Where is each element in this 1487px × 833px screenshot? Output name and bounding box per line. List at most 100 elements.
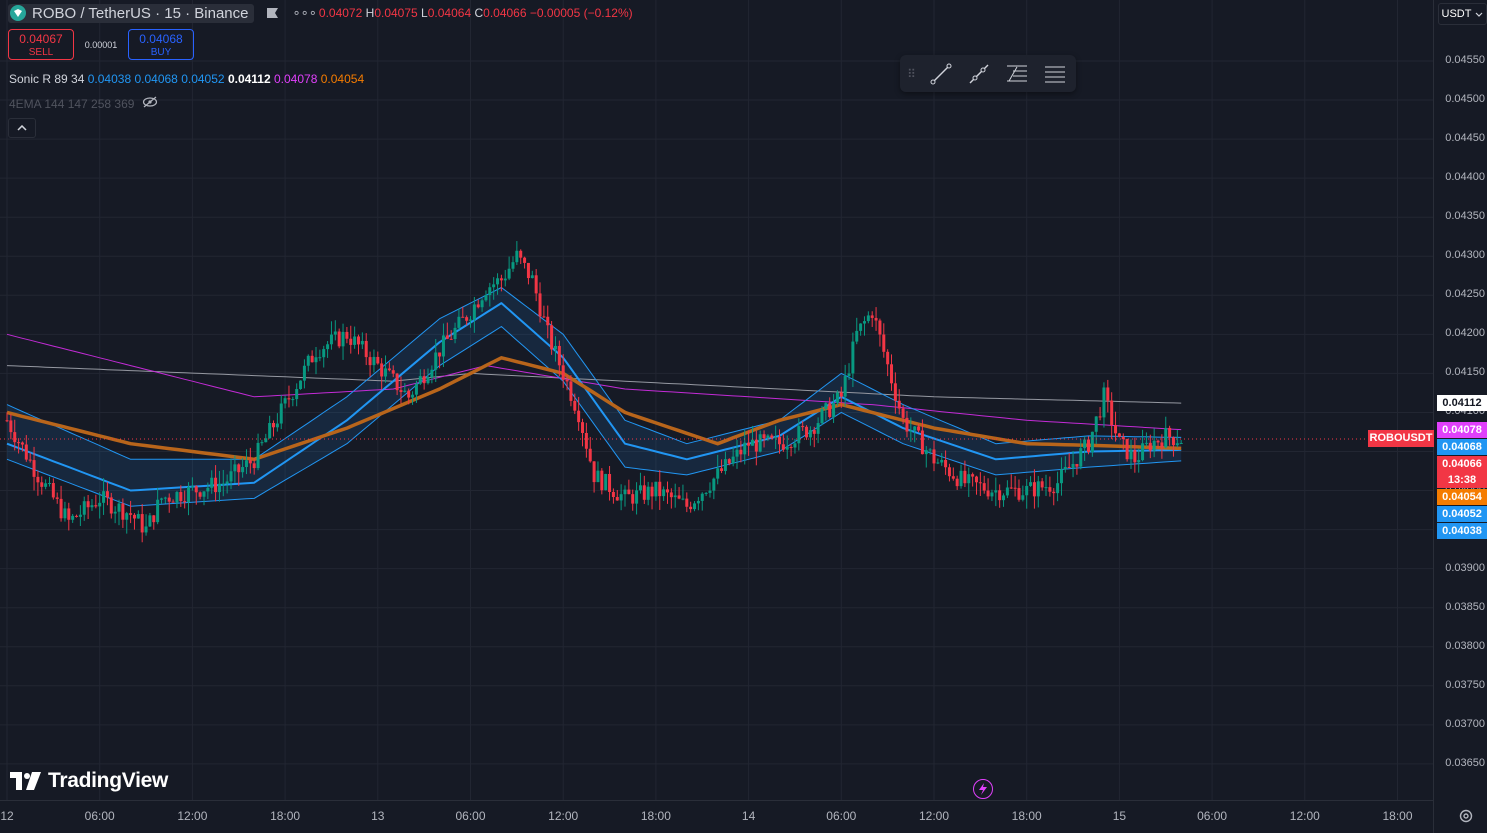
price-axis-label: 0.04250	[1445, 288, 1485, 301]
candle-body	[1114, 425, 1118, 434]
candle-body	[171, 501, 175, 503]
candle-body	[700, 493, 704, 501]
candle-body	[63, 508, 67, 519]
price-axis-label: 0.04550	[1445, 54, 1485, 66]
candle-body	[86, 501, 90, 508]
sell-button[interactable]: 0.04067 SELL	[8, 29, 74, 60]
candle-body	[1040, 481, 1044, 488]
candle-body	[268, 423, 272, 439]
candle-body	[704, 492, 708, 494]
candle-body	[1087, 439, 1090, 453]
candle-body	[1025, 485, 1029, 496]
price-axis-label: 0.04150	[1445, 366, 1485, 379]
trend-line-icon[interactable]	[922, 55, 960, 92]
candle-body	[646, 486, 650, 500]
candle-body	[808, 430, 812, 438]
candle-body	[132, 514, 136, 519]
time-axis-label: 12:00	[548, 809, 579, 823]
horizontal-lines-icon[interactable]	[1036, 55, 1074, 92]
candle-body	[812, 430, 816, 434]
brand-name: TradingView	[48, 769, 169, 792]
candle-body	[244, 460, 248, 468]
candle-body	[283, 398, 287, 404]
gear-icon[interactable]	[1456, 806, 1476, 826]
candle-body	[650, 486, 654, 497]
candle-body	[851, 341, 855, 374]
time-axis-label: 15	[1112, 809, 1127, 823]
candle-body	[708, 490, 712, 493]
candle-body	[237, 464, 241, 473]
close-label: C	[474, 6, 484, 20]
candle-body	[1144, 442, 1148, 444]
open-value: 0.04072	[318, 6, 363, 20]
buy-price: 0.04068	[139, 32, 183, 46]
time-axis-label: 06:00	[455, 809, 486, 823]
candle-body	[596, 470, 600, 483]
candle-body	[75, 515, 79, 517]
candle-body	[1117, 433, 1121, 437]
candle-body	[1083, 439, 1087, 449]
candle-body	[820, 409, 824, 424]
time-axis-label: 06:00	[1197, 809, 1228, 823]
price-tag: 0.04112	[1437, 395, 1487, 412]
price-tag: 0.04052	[1437, 505, 1487, 522]
candle-body	[1063, 466, 1067, 470]
low-label: L	[421, 6, 428, 20]
candle-body	[217, 483, 221, 493]
time-axis[interactable]: 12 06:00 12:00 18:00 13 06:00 12:00 18:00 14 06:0…	[0, 800, 1433, 833]
candle-body	[986, 490, 990, 497]
candle-body	[341, 331, 345, 347]
candle-body	[9, 420, 13, 433]
indicator-sonic-r[interactable]: Sonic R 89 34 0.04038 0.04068 0.04052 0.…	[9, 72, 364, 86]
candle-body	[356, 336, 360, 345]
candle-body	[762, 434, 766, 439]
lightning-icon[interactable]	[973, 779, 993, 799]
candle-body	[1052, 491, 1056, 494]
more-dots-icon[interactable]: ∘∘∘	[292, 5, 317, 20]
candle-body	[113, 511, 117, 514]
indicator-4ema[interactable]: 4EMA 144 147 258 369	[9, 96, 158, 111]
time-axis-label: 18:00	[640, 809, 671, 823]
flag-icon[interactable]	[266, 7, 280, 19]
candle-body	[24, 444, 28, 460]
candle-body	[445, 335, 449, 339]
candle-body	[260, 442, 264, 444]
candle-body	[770, 435, 774, 438]
candle-body	[592, 461, 596, 483]
candle-body	[503, 278, 507, 281]
candle-body	[438, 352, 442, 357]
candle-body	[1106, 387, 1110, 401]
candle-body	[275, 423, 279, 428]
candle-body	[588, 448, 592, 462]
candle-body	[801, 426, 805, 428]
collapse-legend-button[interactable]	[8, 118, 36, 138]
candle-body	[337, 331, 341, 347]
drag-handle-icon[interactable]: ⠿	[907, 66, 916, 81]
candle-body	[1141, 443, 1145, 461]
symbol-selector[interactable]: ROBO / TetherUS · 15 · Binance	[8, 3, 255, 23]
candle-body	[855, 330, 859, 342]
price-chart[interactable]	[0, 0, 1433, 800]
candle-body	[507, 268, 511, 279]
candle-body	[1029, 482, 1033, 486]
candle-body	[306, 355, 310, 366]
high-value: 0.04075	[374, 6, 418, 20]
tradingview-logo[interactable]: TradingView	[10, 769, 168, 793]
candle-body	[727, 459, 731, 464]
time-axis-label: 06:00	[826, 809, 857, 823]
candle-body	[20, 442, 24, 445]
candle-body	[326, 344, 330, 350]
price-axis[interactable]: 0.04550 0.04500 0.04450 0.04400 0.04350 0.043…	[1433, 0, 1487, 833]
ray-line-icon[interactable]	[960, 55, 998, 92]
candle-body	[403, 390, 407, 393]
buy-button[interactable]: 0.04068 BUY	[128, 29, 194, 60]
fib-retracement-icon[interactable]	[998, 55, 1036, 92]
change-value: −0.00005 (−0.12%)	[529, 6, 633, 20]
time-axis-label: 18:00	[1382, 809, 1413, 823]
indicator-value: 0.04068	[134, 72, 178, 86]
price-axis-label: 0.03700	[1445, 717, 1485, 730]
eye-off-icon[interactable]	[142, 96, 158, 111]
currency-selector[interactable]: USDT	[1438, 3, 1487, 25]
candle-body	[214, 477, 218, 493]
candle-body	[886, 351, 890, 365]
